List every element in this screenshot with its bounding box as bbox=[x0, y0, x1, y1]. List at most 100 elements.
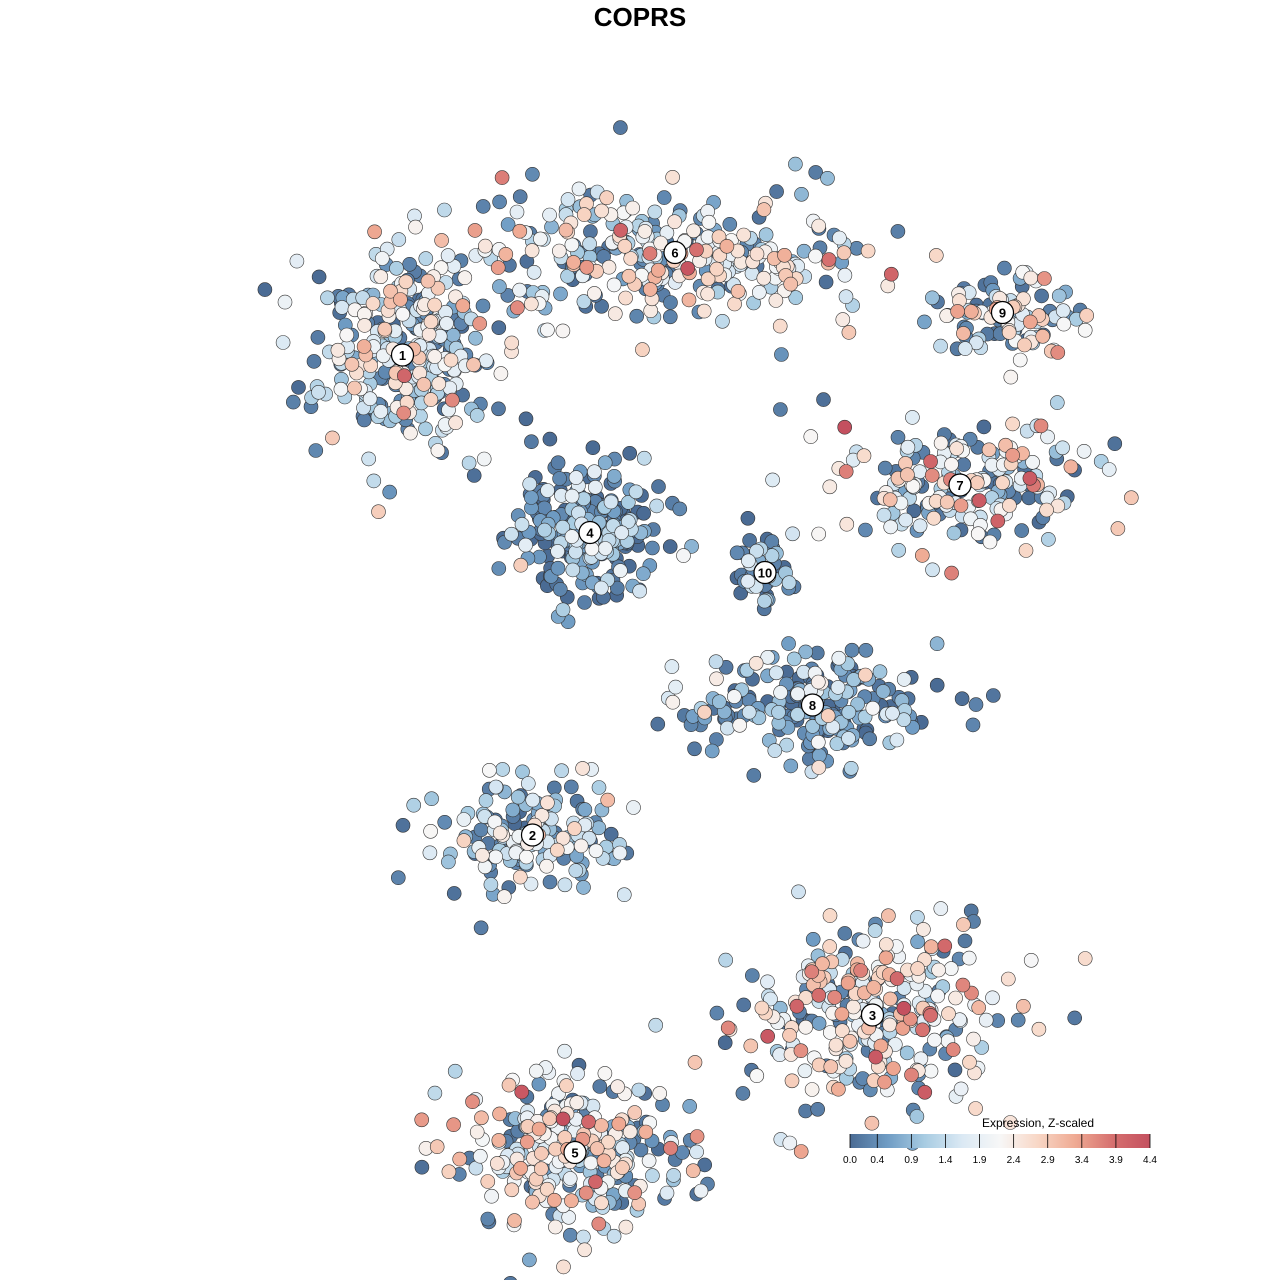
cell-point bbox=[494, 170, 510, 185]
cell-point bbox=[503, 1276, 517, 1280]
cell-point bbox=[700, 271, 716, 287]
cell-point bbox=[858, 667, 873, 683]
cell-point bbox=[418, 251, 434, 266]
cell-point bbox=[613, 563, 628, 578]
cluster-label-7: 7 bbox=[948, 473, 972, 497]
cell-point bbox=[838, 289, 854, 305]
cell-point bbox=[822, 939, 838, 954]
cell-point bbox=[588, 1174, 603, 1190]
cell-point bbox=[810, 734, 826, 750]
cell-point bbox=[896, 1000, 912, 1016]
cell-point bbox=[923, 939, 939, 955]
cell-point bbox=[811, 526, 827, 542]
cell-point bbox=[551, 243, 567, 259]
cell-point bbox=[685, 1163, 701, 1178]
cell-point bbox=[649, 498, 665, 514]
cell-point bbox=[557, 877, 573, 893]
cell-point bbox=[715, 313, 730, 329]
chart-title: COPRS bbox=[593, 2, 687, 32]
cell-point bbox=[953, 498, 969, 513]
cell-point bbox=[719, 239, 735, 254]
cell-point bbox=[526, 264, 542, 280]
cell-point bbox=[320, 290, 335, 306]
cell-point bbox=[514, 1084, 530, 1100]
cell-point bbox=[883, 266, 899, 282]
cell-point bbox=[478, 793, 494, 808]
cell-point bbox=[645, 540, 660, 556]
cell-point bbox=[374, 251, 390, 266]
cell-point bbox=[492, 194, 507, 210]
cell-point bbox=[291, 380, 306, 395]
cluster-label-text: 1 bbox=[399, 348, 406, 363]
cell-point bbox=[469, 408, 485, 423]
cell-point bbox=[740, 573, 756, 589]
cell-point bbox=[722, 217, 738, 232]
cell-point bbox=[969, 475, 985, 491]
cell-point bbox=[693, 1183, 709, 1199]
cell-point bbox=[456, 812, 472, 827]
cell-point bbox=[444, 392, 460, 408]
cell-point bbox=[416, 377, 432, 392]
cell-point bbox=[837, 267, 853, 283]
cell-point bbox=[614, 525, 630, 541]
cell-point bbox=[531, 1076, 547, 1092]
cell-point bbox=[841, 731, 856, 746]
cell-point bbox=[540, 483, 555, 498]
cell-point bbox=[663, 295, 678, 310]
cell-point bbox=[948, 990, 963, 1006]
cell-point bbox=[1055, 303, 1071, 319]
cell-point bbox=[311, 384, 326, 400]
legend-tick-label: 0.9 bbox=[904, 1155, 918, 1166]
cell-point bbox=[513, 1161, 528, 1176]
cell-point bbox=[754, 1000, 770, 1016]
cell-point bbox=[587, 286, 602, 301]
cell-point bbox=[741, 553, 756, 569]
cell-point bbox=[965, 717, 981, 733]
cell-point bbox=[475, 199, 491, 214]
cell-point bbox=[976, 419, 992, 435]
cell-point bbox=[367, 224, 382, 240]
cell-point bbox=[562, 1171, 578, 1186]
cluster-label-circle bbox=[990, 300, 1015, 325]
cell-point bbox=[653, 235, 669, 251]
cell-point bbox=[944, 457, 959, 472]
cell-point bbox=[475, 847, 490, 863]
cell-point bbox=[760, 1029, 776, 1044]
cell-point bbox=[837, 926, 853, 941]
cell-point bbox=[414, 1159, 430, 1175]
cell-point bbox=[783, 276, 799, 292]
cell-point bbox=[594, 1118, 609, 1133]
cell-point bbox=[520, 776, 536, 791]
cell-point bbox=[439, 316, 454, 331]
cell-point bbox=[597, 455, 613, 471]
cell-point bbox=[781, 575, 797, 591]
cell-point bbox=[620, 514, 636, 529]
cell-point bbox=[831, 1081, 846, 1097]
cell-point bbox=[757, 593, 772, 609]
cell-point bbox=[403, 425, 418, 441]
cell-point bbox=[325, 430, 340, 446]
cell-point bbox=[588, 843, 604, 859]
cell-point bbox=[971, 1000, 987, 1015]
cluster-label-text: 2 bbox=[529, 828, 536, 843]
cell-point bbox=[398, 274, 414, 290]
cell-point bbox=[971, 493, 987, 508]
cell-point bbox=[333, 381, 349, 397]
cell-point bbox=[493, 366, 509, 381]
cell-point bbox=[709, 671, 724, 687]
cell-point bbox=[748, 655, 764, 671]
cell-point bbox=[559, 1078, 574, 1093]
cell-point bbox=[924, 290, 940, 306]
cell-point bbox=[482, 762, 497, 778]
cell-point bbox=[793, 1144, 809, 1159]
cell-point bbox=[457, 270, 473, 286]
cell-point bbox=[566, 255, 581, 270]
cell-point bbox=[804, 1082, 820, 1097]
cell-point bbox=[468, 330, 483, 346]
cluster-label-circle bbox=[663, 240, 687, 265]
cell-point bbox=[995, 475, 1010, 491]
cell-point bbox=[583, 1155, 599, 1171]
cell-point bbox=[838, 464, 854, 479]
cell-point bbox=[557, 1043, 572, 1059]
cell-point bbox=[1003, 369, 1019, 385]
